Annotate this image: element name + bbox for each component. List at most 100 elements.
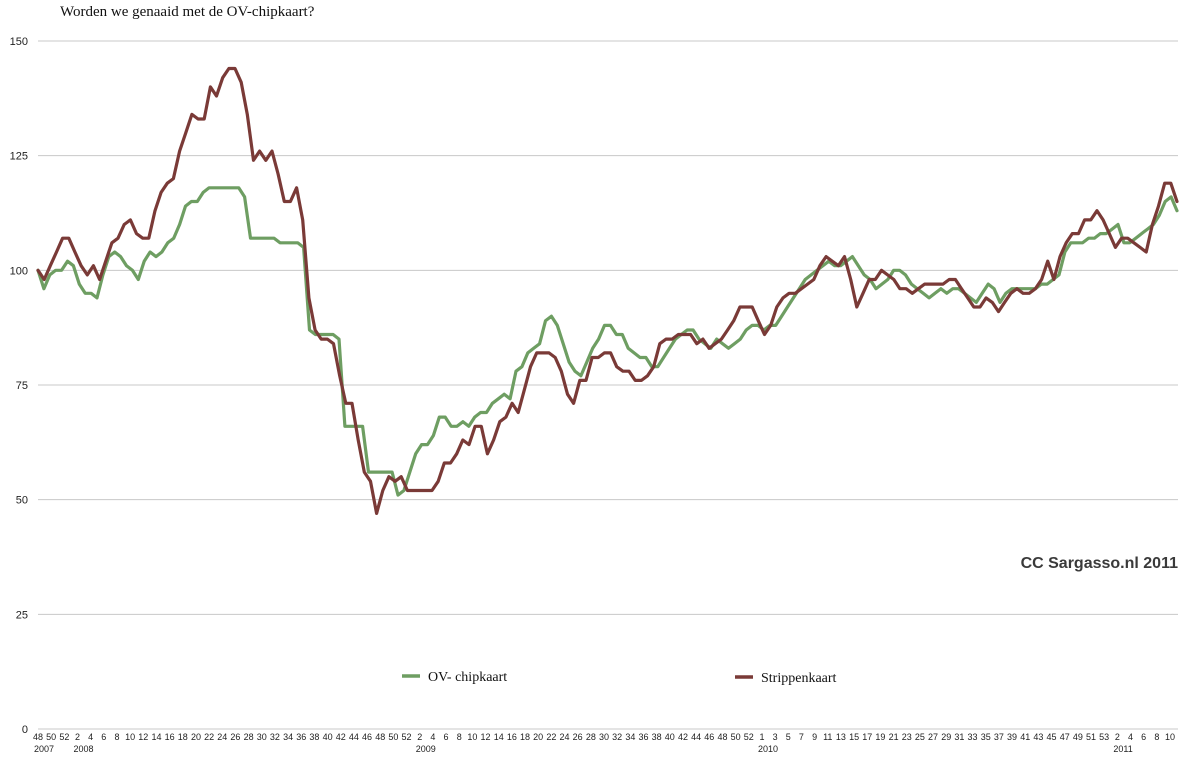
x-tick-label: 51 (1086, 732, 1096, 742)
x-tick-label: 40 (323, 732, 333, 742)
y-tick-label: 100 (10, 265, 28, 277)
y-tick-label: 150 (10, 36, 28, 48)
x-tick-label: 18 (520, 732, 530, 742)
x-tick-label: 28 (586, 732, 596, 742)
x-tick-label: 48 (375, 732, 385, 742)
series-lines (36, 66, 1179, 516)
x-tick-label: 31 (954, 732, 964, 742)
x-tick-label: 18 (178, 732, 188, 742)
year-label: 2007 (34, 744, 54, 754)
x-tick-label: 22 (546, 732, 556, 742)
x-tick-label: 36 (638, 732, 648, 742)
x-tick-label: 2 (1115, 732, 1120, 742)
x-tick-label: 33 (968, 732, 978, 742)
gridlines (38, 40, 1178, 730)
x-tick-label: 39 (1007, 732, 1017, 742)
x-tick-label: 17 (862, 732, 872, 742)
x-tick-label: 23 (902, 732, 912, 742)
x-tick-label: 53 (1099, 732, 1109, 742)
x-tick-label: 44 (349, 732, 359, 742)
x-tick-label: 38 (309, 732, 319, 742)
x-tick-label: 6 (101, 732, 106, 742)
x-tick-label: 14 (494, 732, 504, 742)
x-tick-label: 22 (204, 732, 214, 742)
x-tick-label: 36 (296, 732, 306, 742)
y-tick-label: 25 (16, 609, 28, 621)
x-tick-label: 38 (652, 732, 662, 742)
x-tick-label: 20 (191, 732, 201, 742)
x-tick-label: 19 (875, 732, 885, 742)
x-tick-label: 37 (994, 732, 1004, 742)
y-tick-label: 125 (10, 151, 28, 163)
x-tick-label: 26 (573, 732, 583, 742)
y-axis: 0 25 50 75 100 125 150 (10, 36, 28, 736)
x-tick-label: 48 (33, 732, 43, 742)
x-tick-label: 25 (915, 732, 925, 742)
x-tick-label: 6 (1141, 732, 1146, 742)
x-tick-label: 20 (533, 732, 543, 742)
series-line-ov-chipkaart (36, 186, 1179, 497)
y-tick-label: 0 (22, 724, 28, 736)
x-tick-label: 7 (799, 732, 804, 742)
x-tick-label: 43 (1033, 732, 1043, 742)
x-tick-label: 24 (217, 732, 227, 742)
series-line-strippenkaart (36, 66, 1179, 516)
x-tick-label: 41 (1020, 732, 1030, 742)
x-tick-label: 46 (362, 732, 372, 742)
x-tick-label: 50 (388, 732, 398, 742)
year-label: 2009 (416, 744, 436, 754)
x-tick-label: 50 (731, 732, 741, 742)
x-tick-label: 21 (889, 732, 899, 742)
x-tick-label: 26 (230, 732, 240, 742)
legend-label: Strippenkaart (761, 671, 837, 686)
x-tick-label: 10 (467, 732, 477, 742)
x-tick-label: 29 (941, 732, 951, 742)
x-tick-label: 10 (125, 732, 135, 742)
x-tick-label: 47 (1060, 732, 1070, 742)
x-tick-label: 3 (773, 732, 778, 742)
x-tick-label: 30 (599, 732, 609, 742)
year-label: 2008 (73, 744, 93, 754)
x-tick-label: 24 (560, 732, 570, 742)
x-tick-label: 50 (46, 732, 56, 742)
x-tick-label: 34 (625, 732, 635, 742)
x-tick-label: 8 (457, 732, 462, 742)
x-tick-label: 28 (244, 732, 254, 742)
x-tick-label: 2 (417, 732, 422, 742)
x-tick-label: 46 (704, 732, 714, 742)
x-tick-label: 48 (717, 732, 727, 742)
x-axis: 48 50 52 2 4 6 8 10 12 14 16 18 20 22 24 26 28 30 32 34 36 38… (33, 732, 1175, 754)
x-tick-label: 12 (481, 732, 491, 742)
x-tick-label: 52 (402, 732, 412, 742)
x-tick-label: 13 (836, 732, 846, 742)
x-tick-label: 35 (981, 732, 991, 742)
x-tick-label: 16 (507, 732, 517, 742)
legend-label: OV- chipkaart (428, 670, 507, 685)
x-tick-label: 12 (138, 732, 148, 742)
y-tick-label: 75 (16, 380, 28, 392)
y-tick-label: 50 (16, 495, 28, 507)
x-tick-label: 52 (744, 732, 754, 742)
x-tick-label: 32 (612, 732, 622, 742)
x-tick-label: 49 (1073, 732, 1083, 742)
x-tick-label: 5 (786, 732, 791, 742)
x-tick-label: 4 (88, 732, 93, 742)
x-tick-label: 2 (75, 732, 80, 742)
x-tick-label: 4 (1128, 732, 1133, 742)
year-label: 2011 (1113, 744, 1132, 754)
x-tick-label: 42 (336, 732, 346, 742)
x-tick-label: 44 (691, 732, 701, 742)
x-tick-label: 52 (59, 732, 69, 742)
x-tick-label: 15 (849, 732, 859, 742)
x-tick-label: 32 (270, 732, 280, 742)
x-tick-label: 30 (257, 732, 267, 742)
x-tick-label: 9 (812, 732, 817, 742)
x-tick-label: 6 (444, 732, 449, 742)
legend: OV- chipkaart Strippenkaart (402, 670, 837, 686)
x-tick-label: 40 (665, 732, 675, 742)
x-tick-label: 8 (1154, 732, 1159, 742)
x-tick-label: 14 (151, 732, 161, 742)
year-label: 2010 (758, 744, 778, 754)
x-tick-label: 11 (823, 732, 832, 742)
